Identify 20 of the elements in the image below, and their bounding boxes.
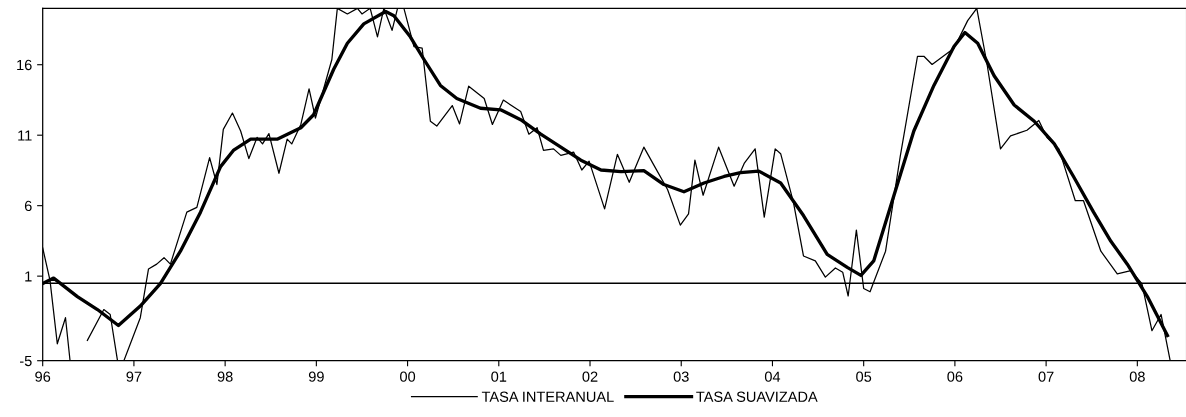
- y-tick-label: 1: [25, 271, 32, 282]
- x-tick-label: 08: [1129, 371, 1145, 382]
- x-tick-label: 98: [217, 371, 233, 382]
- x-tick-label: 03: [673, 371, 689, 382]
- x-tick-label: 05: [856, 371, 872, 382]
- x-tick-label: 00: [400, 371, 416, 382]
- legend-label: TASA SUAVIZADA: [696, 391, 818, 402]
- x-tick-label: 96: [35, 371, 51, 382]
- y-tick-label: 6: [24, 200, 32, 212]
- x-tick-label: 04: [764, 371, 781, 382]
- x-tick-label: 97: [126, 371, 142, 382]
- y-tick-label: 11: [18, 130, 32, 141]
- x-tick-label: 99: [308, 371, 324, 382]
- x-tick-label: 01: [491, 371, 507, 382]
- y-tick-label: -5: [19, 355, 32, 367]
- x-tick-label: 02: [582, 371, 598, 382]
- legend-label: TASA INTERANUAL: [481, 391, 614, 402]
- x-tick-label: 07: [1038, 371, 1054, 382]
- y-tick-label: 16: [17, 59, 32, 71]
- x-tick-label: 06: [947, 371, 963, 382]
